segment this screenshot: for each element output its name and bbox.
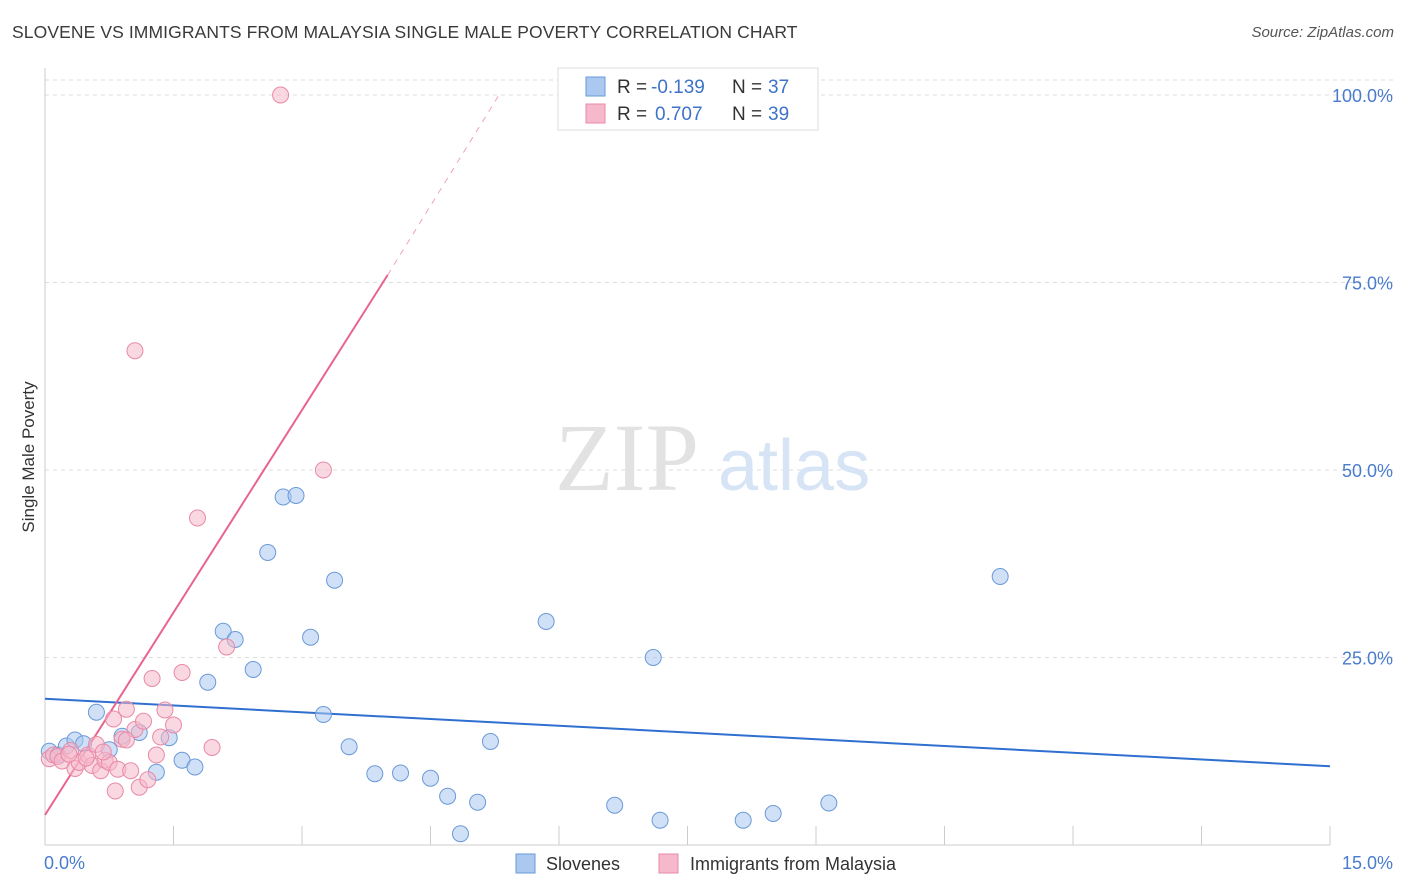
slovene-point-17 (259, 544, 277, 561)
slovene-point-38 (991, 568, 1009, 585)
series-label-malaysia: Immigrants from Malaysia (690, 854, 897, 874)
legend-r-value-2: 0.707 (655, 104, 703, 125)
slovene-point-28 (451, 825, 469, 843)
y-tick-labels: 25.0% 50.0% 75.0% 100.0% (1332, 86, 1393, 669)
malaysia-point-35 (60, 745, 78, 763)
axes (44, 68, 1331, 846)
slovene-point-25 (392, 764, 410, 782)
y-axis-label: Single Male Poverty (19, 381, 38, 533)
slovene-point-30 (481, 733, 499, 750)
y-tick-label: 50.0% (1342, 461, 1393, 481)
trend-line-1 (44, 274, 389, 816)
malaysia-point-18 (122, 762, 140, 780)
malaysia-point-22 (139, 771, 157, 789)
malaysia-point-21 (135, 712, 153, 730)
malaysia-point-13 (105, 710, 123, 728)
malaysia-point-29 (203, 739, 221, 756)
legend-swatch-blue (585, 76, 606, 97)
watermark: ZIP atlas (555, 404, 870, 511)
legend-r-label-2: R = (617, 104, 647, 125)
slovene-point-23 (340, 738, 358, 756)
legend-n-value-2: 39 (768, 104, 789, 125)
data-points (40, 86, 1009, 843)
grid-lines (45, 79, 1395, 658)
watermark-zip: ZIP (555, 404, 699, 511)
legend-swatch-pink (585, 103, 606, 124)
slovene-point-33 (644, 649, 662, 666)
slovene-point-24 (366, 765, 384, 783)
malaysia-point-36 (94, 743, 112, 761)
slovene-point-35 (734, 811, 752, 829)
malaysia-point-32 (314, 461, 332, 479)
slovene-point-19 (287, 487, 305, 504)
y-tick-label: 75.0% (1342, 274, 1393, 294)
slovene-point-13 (199, 673, 217, 691)
slovene-point-22 (326, 571, 344, 589)
series-legend: Slovenes Immigrants from Malaysia (515, 853, 897, 874)
malaysia-point-25 (156, 701, 174, 719)
legend-n-label-2: N = (732, 104, 762, 125)
series-swatch-malaysia (658, 853, 679, 874)
watermark-atlas: atlas (718, 426, 870, 506)
trend-lines (44, 94, 1331, 816)
slovene-point-36 (764, 805, 782, 822)
malaysia-point-26 (165, 716, 182, 734)
slovene-point-32 (606, 796, 624, 814)
y-tick-label: 100.0% (1332, 86, 1393, 106)
x-tick-label-min: 0.0% (44, 853, 85, 873)
malaysia-point-33 (126, 342, 144, 360)
trend-line-2 (387, 94, 500, 276)
x-tick-labels: 0.0% 15.0% (44, 853, 1393, 873)
malaysia-point-31 (272, 86, 290, 104)
slovene-point-21 (314, 706, 332, 723)
y-tick-label: 25.0% (1342, 649, 1393, 669)
slovene-point-31 (537, 613, 555, 630)
slovene-point-34 (651, 811, 669, 829)
series-swatch-slovenes (515, 853, 536, 874)
malaysia-point-28 (188, 509, 206, 527)
series-label-slovenes: Slovenes (546, 854, 620, 874)
malaysia-point-34 (77, 749, 95, 767)
legend-r-value-1: -0.139 (651, 77, 705, 98)
slovene-point-5 (87, 703, 105, 721)
legend-r-label-1: R = (617, 77, 647, 98)
x-tick-label-max: 15.0% (1342, 853, 1393, 873)
correlation-legend: R = -0.139 N = 37 R = 0.707 N = 39 (557, 67, 819, 131)
slovene-point-20 (302, 628, 320, 646)
slovene-point-37 (820, 794, 838, 812)
malaysia-point-23 (143, 670, 161, 687)
legend-n-label-1: N = (732, 77, 762, 98)
source-credit: Source: ZipAtlas.com (1251, 24, 1394, 41)
trend-line-0 (44, 697, 1331, 768)
slovene-point-16 (244, 661, 262, 678)
malaysia-point-17 (117, 700, 135, 718)
malaysia-point-24 (152, 728, 170, 746)
malaysia-point-30 (218, 638, 236, 656)
malaysia-point-37 (117, 731, 135, 749)
slovene-point-26 (422, 769, 439, 787)
slovene-point-29 (469, 793, 487, 811)
legend-n-value-1: 37 (768, 77, 789, 98)
malaysia-point-14 (106, 782, 124, 800)
slovene-point-12 (186, 758, 204, 776)
chart-title: SLOVENE VS IMMIGRANTS FROM MALAYSIA SING… (12, 22, 798, 42)
malaysia-point-27 (173, 664, 191, 681)
malaysia-point-38 (147, 746, 165, 764)
slovene-point-27 (439, 787, 457, 805)
